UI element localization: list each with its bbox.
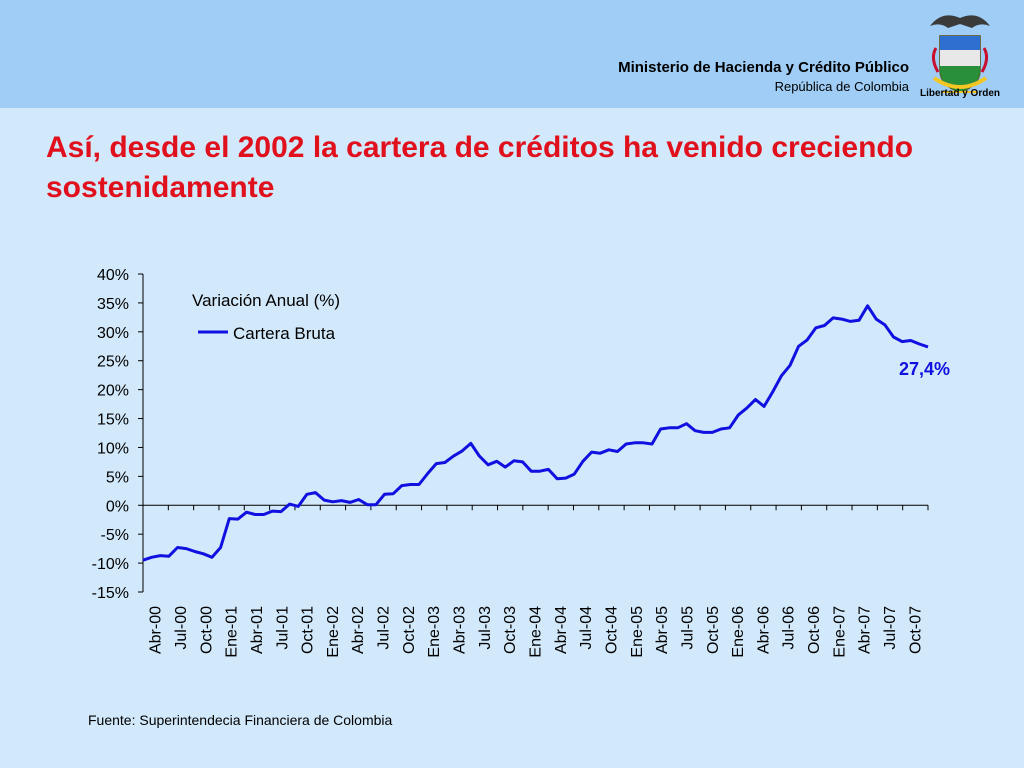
x-tick-label: Ene-03 <box>426 606 443 658</box>
x-tick-label: Jul-04 <box>578 606 595 650</box>
x-tick-label: Oct-03 <box>502 606 519 654</box>
y-tick-label: -10% <box>92 556 129 573</box>
y-tick-label: 15% <box>97 412 129 429</box>
x-tick-label: Abr-03 <box>452 606 469 654</box>
x-tick-label: Jul-02 <box>376 606 393 650</box>
x-tick-label: Ene-02 <box>325 606 342 658</box>
y-axis: 40% 35% 30% 25% 20% 15% 10% 5% 0% -5% -10% -15% <box>92 267 144 602</box>
series-line-cartera-bruta <box>142 304 929 562</box>
x-tick-label: Jul-05 <box>679 606 696 650</box>
y-tick-label: 5% <box>106 469 129 486</box>
legend-label: Cartera Bruta <box>233 324 336 343</box>
x-tick-label: Oct-07 <box>907 606 924 654</box>
x-tick-label: Abr-07 <box>857 606 874 654</box>
x-tick-label: Oct-01 <box>300 606 317 654</box>
x-tick-label: Jul-03 <box>477 606 494 650</box>
ministry-subtitle: República de Colombia <box>774 79 909 94</box>
x-tick-label: Oct-00 <box>198 606 215 654</box>
x-tick-label: Oct-06 <box>806 606 823 654</box>
y-tick-label: 20% <box>97 383 129 400</box>
y-tick-label: 30% <box>97 325 129 342</box>
seal-motto: Libertad y Orden <box>919 88 1000 99</box>
header-bar: Ministerio de Hacienda y Crédito Público… <box>0 0 1024 108</box>
slide-title: Así, desde el 2002 la cartera de crédito… <box>46 131 914 204</box>
y-tick-label: 35% <box>97 296 129 313</box>
x-tick-label: Abr-04 <box>553 606 570 654</box>
x-tick-label: Ene-01 <box>224 606 241 658</box>
y-tick-label: 25% <box>97 354 129 371</box>
x-tick-label: Abr-02 <box>350 606 367 654</box>
x-tick-label: Abr-01 <box>249 606 266 654</box>
x-tick-label: Abr-05 <box>654 606 671 654</box>
y-tick-label: -15% <box>92 585 129 602</box>
x-tick-label: Jul-07 <box>882 606 899 650</box>
x-tick-label: Oct-02 <box>401 606 418 654</box>
colombia-coat-of-arms-logo <box>930 15 990 93</box>
y-tick-label: 40% <box>97 267 129 284</box>
x-tick-label: Abr-06 <box>755 606 772 654</box>
source-note: Fuente: Superintendecia Financiera de Co… <box>88 712 393 728</box>
y-tick-label: 10% <box>97 440 129 457</box>
end-value-label: 27,4% <box>899 359 950 379</box>
x-tick-label: Jul-06 <box>781 606 798 650</box>
x-tick-label: Jul-00 <box>173 606 190 650</box>
x-tick-label: Ene-07 <box>831 606 848 658</box>
x-tick-label: Ene-05 <box>629 606 646 658</box>
x-tick-label: Oct-05 <box>705 606 722 654</box>
x-tick-label: Abr-00 <box>148 606 165 654</box>
x-axis: Abr-00 Jul-00 Oct-00 Ene-01 Abr-01 Jul-01 Oct-… <box>142 504 929 658</box>
x-tick-label: Jul-01 <box>274 606 291 650</box>
y-tick-label: -5% <box>101 527 129 544</box>
x-tick-label: Ene-06 <box>730 606 747 658</box>
y-tick-label: 0% <box>106 498 129 515</box>
chart-title: Variación Anual (%) <box>192 291 340 310</box>
x-tick-label: Ene-04 <box>528 606 545 658</box>
ministry-block: Ministerio de Hacienda y Crédito Público… <box>618 58 909 96</box>
x-tick-label: Oct-04 <box>603 606 620 654</box>
ministry-name: Ministerio de Hacienda y Crédito Público <box>618 59 909 76</box>
series-layer <box>142 304 929 562</box>
